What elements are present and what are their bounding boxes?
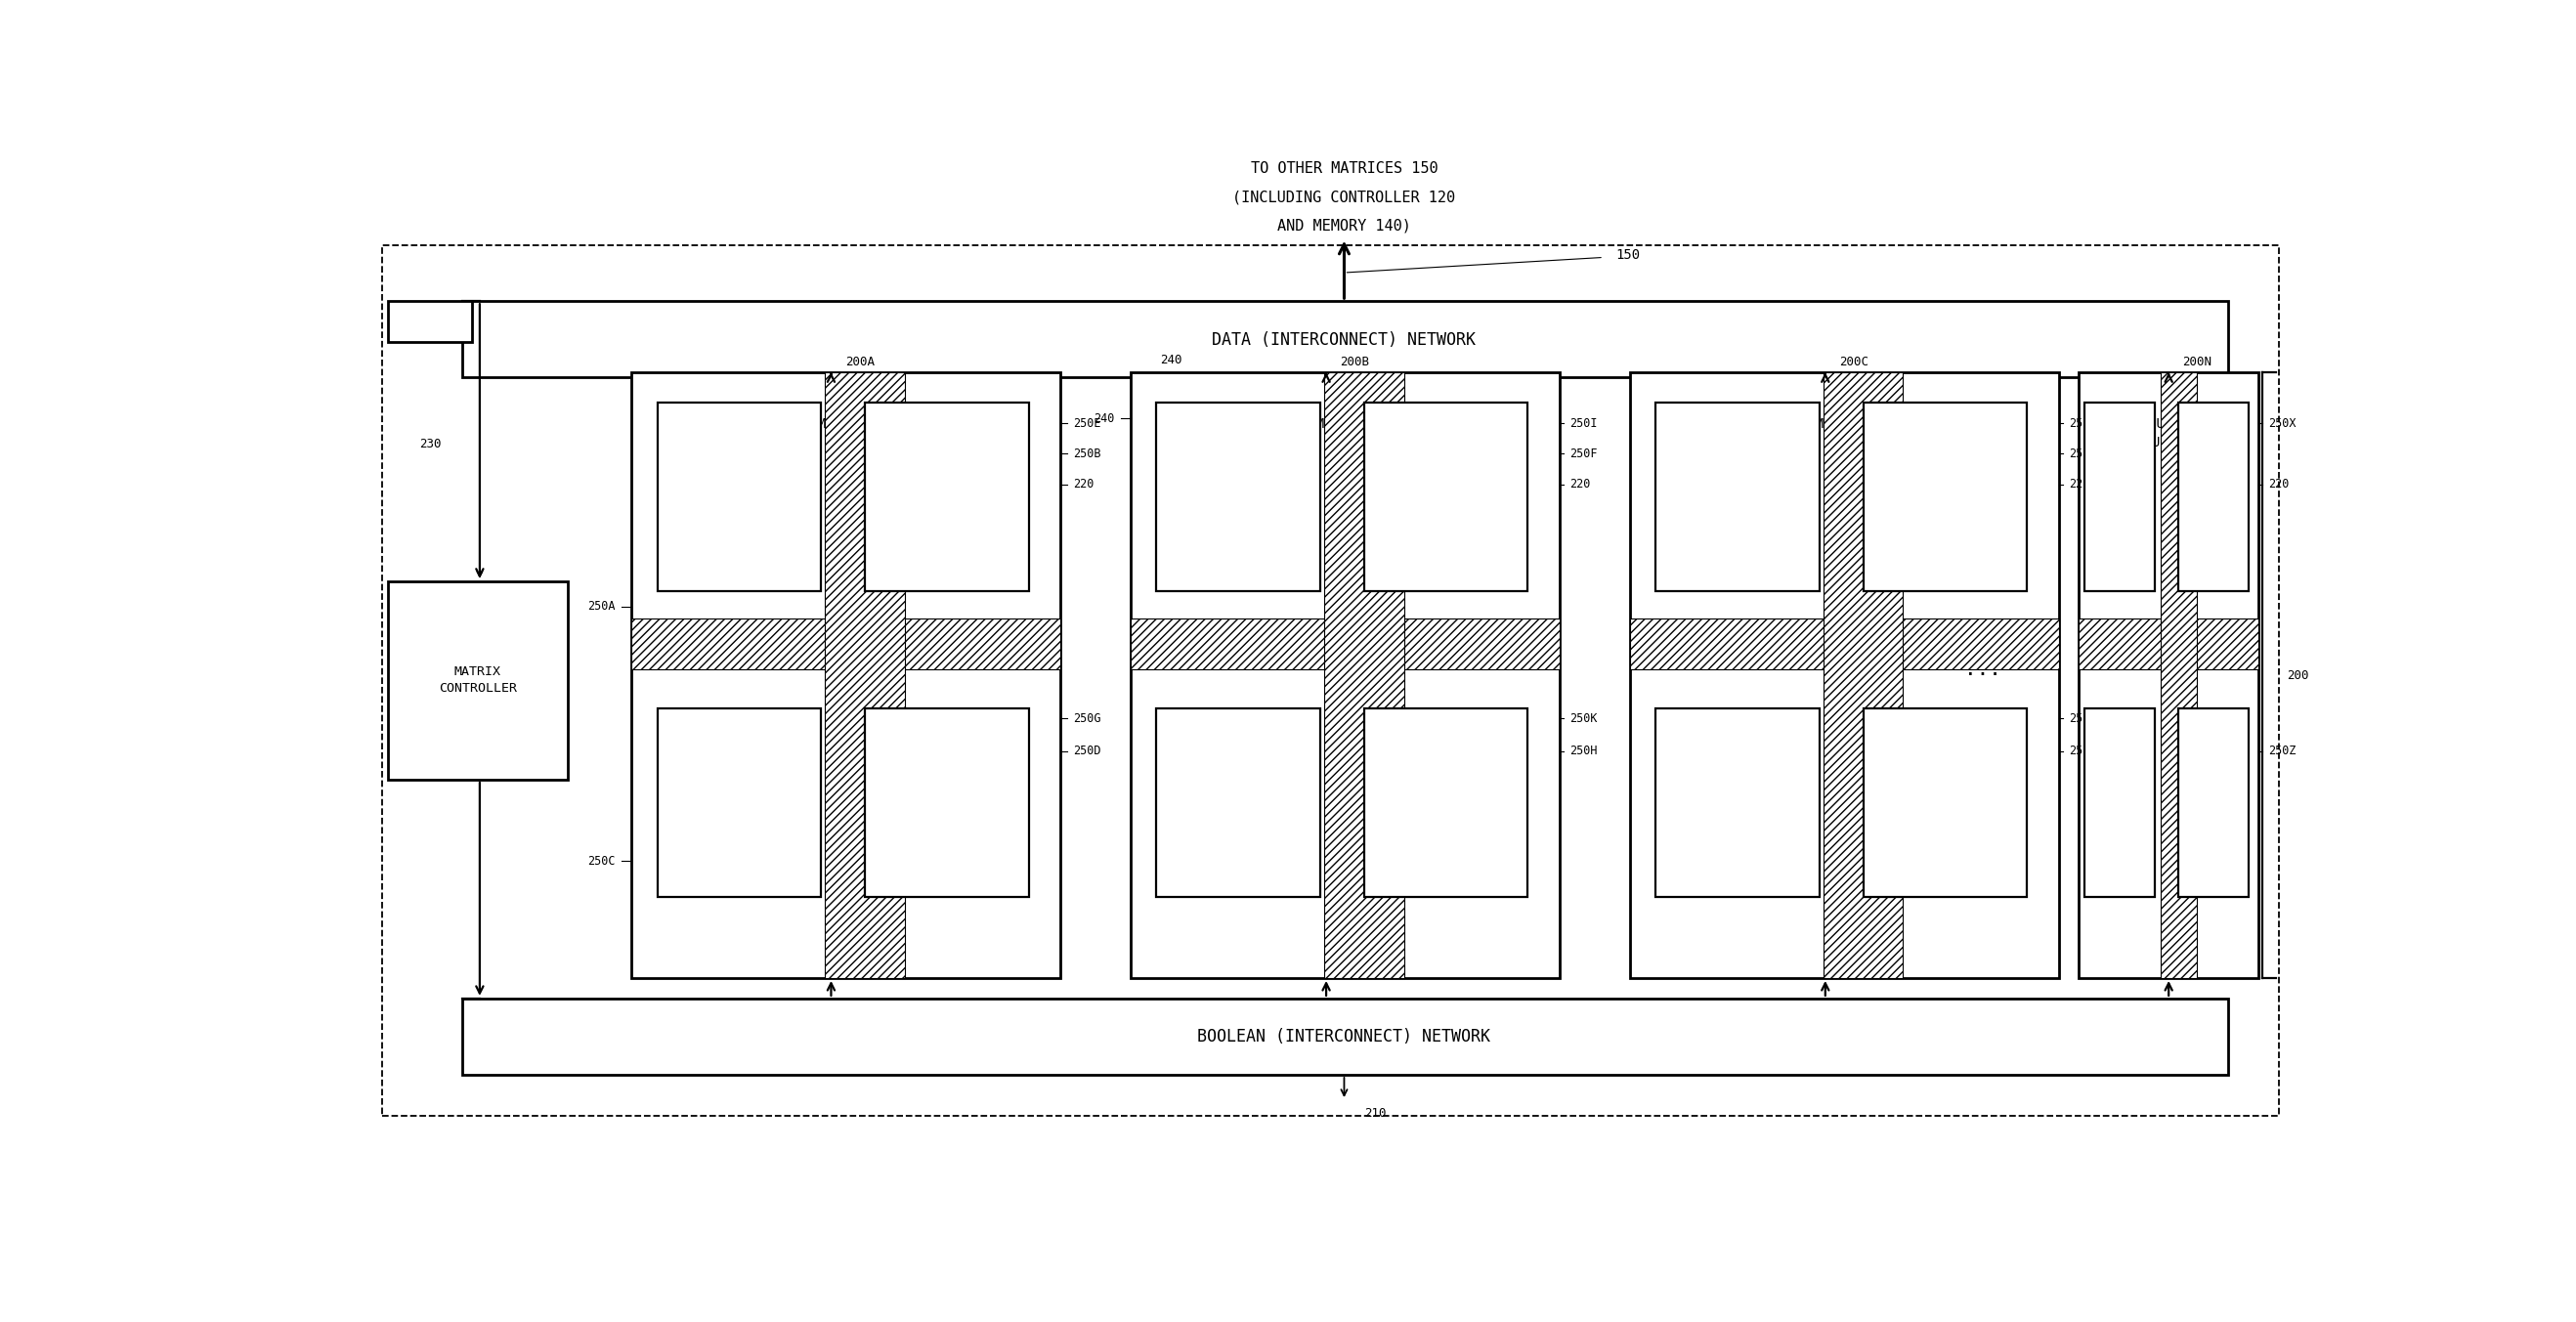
Text: TO OTHER MATRICES 150: TO OTHER MATRICES 150	[1249, 161, 1437, 176]
Bar	[1365, 709, 1528, 896]
Text: 250C: 250C	[587, 854, 616, 867]
Text: 240: 240	[1095, 412, 1115, 424]
Text: ...: ...	[1965, 660, 2002, 680]
Bar	[2179, 709, 2249, 896]
Text: 220: 220	[1569, 479, 1589, 490]
Text: 250F: 250F	[1569, 447, 1597, 460]
Text: COMPUTATION
UNIT: COMPUTATION UNIT	[801, 418, 891, 449]
Text: (INCLUDING CONTROLLER 120: (INCLUDING CONTROLLER 120	[1234, 190, 1455, 205]
Text: 200A: 200A	[845, 356, 873, 369]
Text: COMPUTATION
UNIT: COMPUTATION UNIT	[2123, 418, 2213, 449]
Bar	[1656, 709, 1819, 896]
Bar	[461, 301, 2228, 378]
Bar	[1656, 403, 1819, 591]
Text: 200N: 200N	[2182, 356, 2213, 369]
Text: 200B: 200B	[1340, 356, 1370, 369]
Text: CE$_C$: CE$_C$	[1226, 489, 1252, 505]
Text: 250Y: 250Y	[2069, 713, 2097, 724]
Bar	[866, 709, 1028, 896]
Text: MATRIX
CONTROLLER: MATRIX CONTROLLER	[438, 666, 518, 695]
Bar	[2084, 403, 2154, 591]
Bar	[866, 403, 1028, 591]
Bar	[631, 373, 1061, 978]
Text: 220: 220	[2069, 479, 2089, 490]
Bar	[2179, 403, 2249, 591]
Bar	[1824, 373, 1904, 978]
Text: CE$_F$: CE$_F$	[1726, 795, 1749, 810]
Text: CE$_D$: CE$_D$	[1226, 795, 1252, 810]
Bar	[1862, 403, 2027, 591]
Bar	[1631, 619, 2058, 670]
Text: COMPUTATION
UNIT: COMPUTATION UNIT	[1798, 418, 1888, 449]
Bar	[381, 245, 2277, 1116]
Text: CE$_F$: CE$_F$	[1726, 489, 1749, 505]
Text: 250X: 250X	[2269, 416, 2295, 430]
Text: 250H: 250H	[1569, 744, 1597, 758]
Bar	[2161, 373, 2197, 978]
Text: CE$_Y$: CE$_Y$	[2107, 795, 2133, 810]
Text: 220: 220	[2269, 479, 2290, 490]
Text: 250J: 250J	[2069, 447, 2097, 460]
Bar	[461, 998, 2228, 1075]
Text: AND MEMORY 140): AND MEMORY 140)	[1278, 218, 1412, 233]
Text: BOOLEAN (INTERCONNECT) NETWORK: BOOLEAN (INTERCONNECT) NETWORK	[1198, 1029, 1492, 1046]
Bar	[1157, 709, 1321, 896]
Text: CE$_W$: CE$_W$	[2105, 489, 2133, 505]
Text: 220: 220	[1072, 479, 1095, 490]
Text: 250W: 250W	[2069, 416, 2097, 430]
Text: 230: 230	[420, 438, 443, 449]
Bar	[1131, 373, 1561, 978]
Bar	[657, 403, 822, 591]
Text: 250E: 250E	[1072, 416, 1100, 430]
Text: 250A: 250A	[587, 600, 616, 613]
Text: 250D: 250D	[1072, 744, 1100, 758]
Text: CE$_E$: CE$_E$	[1435, 795, 1458, 810]
Text: CE$_Z$: CE$_Z$	[2200, 795, 2226, 810]
Text: 250B: 250B	[1072, 447, 1100, 460]
Text: 250I: 250I	[1569, 416, 1597, 430]
Bar	[631, 619, 1061, 670]
Bar	[1631, 373, 2058, 978]
Bar	[1157, 403, 1321, 591]
Text: CE$_A$: CE$_A$	[726, 795, 752, 810]
Bar	[1862, 709, 2027, 896]
Bar	[389, 582, 567, 780]
Text: CE$_F$: CE$_F$	[1932, 489, 1958, 505]
Bar	[1365, 403, 1528, 591]
Text: 210: 210	[1365, 1107, 1386, 1120]
Bar	[2079, 619, 2259, 670]
Text: 250G: 250G	[1072, 713, 1100, 724]
Bar	[824, 373, 904, 978]
Text: CE
MEM: CE MEM	[935, 481, 958, 513]
Text: 250K: 250K	[1569, 713, 1597, 724]
Text: 240: 240	[1159, 354, 1182, 366]
Text: COMPUTATION
UNIT: COMPUTATION UNIT	[1301, 418, 1391, 449]
Text: DATA (INTERCONNECT) NETWORK: DATA (INTERCONNECT) NETWORK	[1213, 330, 1476, 349]
Bar	[657, 709, 822, 896]
Text: 250Z: 250Z	[2269, 744, 2295, 758]
Bar	[1131, 619, 1561, 670]
Text: CE$_X$: CE$_X$	[2200, 489, 2226, 505]
Text: CE$_F$: CE$_F$	[1932, 795, 1958, 810]
Bar	[389, 301, 471, 342]
Bar	[1324, 373, 1404, 978]
Text: 250L: 250L	[2069, 744, 2097, 758]
Text: 150: 150	[1615, 249, 1641, 262]
Text: CE$_B$: CE$_B$	[935, 795, 958, 810]
Bar	[2079, 373, 2259, 978]
Text: 200: 200	[2287, 669, 2308, 682]
Bar	[2084, 709, 2154, 896]
Text: CE$_A$: CE$_A$	[1435, 489, 1458, 505]
Text: 200C: 200C	[1839, 356, 1868, 369]
Text: CE
MEM: CE MEM	[726, 481, 752, 513]
